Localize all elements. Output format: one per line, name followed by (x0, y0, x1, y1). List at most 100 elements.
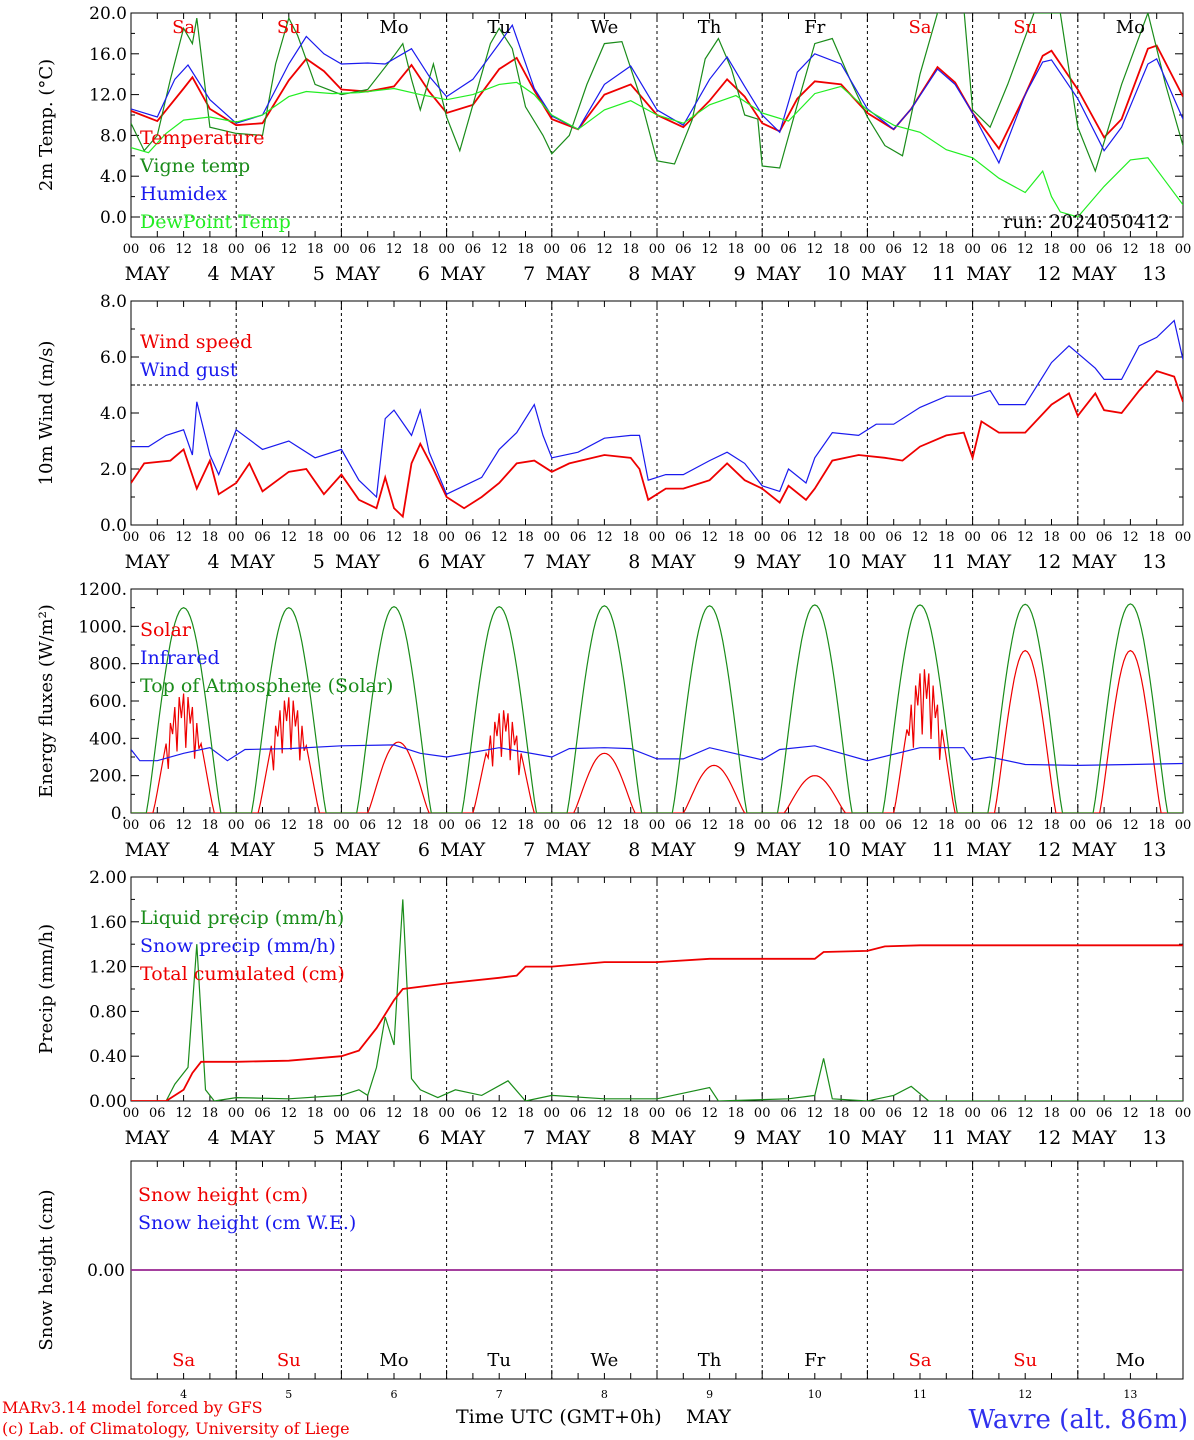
date-label-month: MAY (861, 551, 906, 573)
date-label-day: 10 (827, 1127, 851, 1149)
y-axis-label: 10m Wind (m/s) (36, 341, 57, 486)
hour-tick-label: 06 (570, 530, 587, 545)
date-label-day: 13 (1142, 263, 1166, 285)
hour-tick-label: 06 (254, 530, 271, 545)
hour-tick-label: 18 (728, 530, 745, 545)
date-label-month: MAY (651, 551, 696, 573)
hour-tick-label: 06 (675, 242, 692, 257)
legend-entry: Liquid precip (mm/h) (140, 907, 344, 929)
hour-tick-label: 00 (544, 242, 561, 257)
hour-tick-label: 12 (1122, 818, 1139, 833)
date-label-month: MAY (230, 839, 275, 861)
hour-tick-label: 12 (701, 818, 718, 833)
hour-tick-label: 00 (333, 1106, 350, 1121)
hour-tick-label: 06 (675, 1106, 692, 1121)
hour-tick-label: 00 (123, 1106, 140, 1121)
date-label-month: MAY (966, 551, 1011, 573)
hour-tick-label: 18 (622, 242, 639, 257)
hour-tick-label: 00 (649, 1106, 666, 1121)
date-label-day: 5 (313, 551, 325, 573)
footer: MARv3.14 model forced by GFS (c) Lab. of… (2, 1398, 1188, 1438)
hour-tick-label: 12 (491, 242, 508, 257)
hour-tick-label: 00 (544, 1106, 561, 1121)
hour-tick-label: 12 (701, 242, 718, 257)
model-credit-line: MARv3.14 model forced by GFS (2, 1398, 263, 1417)
series-line-wind-speed (131, 369, 1183, 519)
weekday-label: Sa (908, 1350, 931, 1371)
date-label-month: MAY (545, 839, 590, 861)
day-number-label: 9 (706, 1388, 713, 1401)
hour-tick-label: 00 (859, 530, 876, 545)
date-label-month: MAY (545, 1127, 590, 1149)
hour-tick-label: 06 (991, 1106, 1008, 1121)
day-number-label: 8 (601, 1388, 608, 1401)
weekday-label: Su (277, 17, 301, 38)
hour-tick-label: 12 (491, 1106, 508, 1121)
day-number-label: 4 (180, 1388, 187, 1401)
date-label-month: MAY (966, 839, 1011, 861)
y-tick-label: 1.60 (89, 913, 127, 933)
weekday-label: Sa (908, 17, 931, 38)
hour-tick-label: 06 (465, 1106, 482, 1121)
hour-tick-label: 12 (701, 530, 718, 545)
date-label-day: 13 (1142, 1127, 1166, 1149)
hour-tick-label: 18 (307, 1106, 324, 1121)
y-tick-label: 0.0 (100, 208, 127, 228)
hour-tick-label: 12 (912, 818, 929, 833)
date-label-day: 10 (827, 263, 851, 285)
date-label-month: MAY (861, 839, 906, 861)
hour-tick-label: 12 (807, 1106, 824, 1121)
hour-tick-label: 00 (1070, 530, 1087, 545)
hour-tick-label: 00 (333, 818, 350, 833)
weekday-label: We (591, 17, 619, 38)
date-label-day: 9 (734, 551, 746, 573)
hour-tick-label: 18 (517, 818, 534, 833)
chart-panel-2: 0.0 2.0 4.0 6.0 8.0 10m Wind (m/s) Wind speed W… (36, 292, 1191, 573)
hour-tick-label: 18 (517, 1106, 534, 1121)
y-axis-label: 2m Temp. (°C) (36, 59, 57, 191)
hour-tick-label: 06 (780, 818, 797, 833)
date-label-day: 12 (1037, 263, 1061, 285)
hour-tick-label: 18 (938, 530, 955, 545)
date-label-day: 9 (734, 839, 746, 861)
y-tick-label: 20.0 (89, 4, 127, 24)
hour-tick-label: 00 (859, 242, 876, 257)
date-label-day: 6 (418, 1127, 430, 1149)
hour-tick-label: 18 (622, 1106, 639, 1121)
series-group (131, 899, 1183, 1101)
date-label-month: MAY (125, 839, 170, 861)
date-label-month: MAY (1071, 263, 1116, 285)
legend-entry: DewPoint Temp (140, 211, 291, 233)
date-label-day: 12 (1037, 1127, 1061, 1149)
hour-tick-label: 18 (202, 242, 219, 257)
date-label-month: MAY (861, 1127, 906, 1149)
hour-tick-label: 06 (465, 530, 482, 545)
weekday-label: Sa (172, 1350, 195, 1371)
hour-tick-label: 12 (281, 530, 298, 545)
date-label-day: 11 (932, 1127, 956, 1149)
hour-tick-label: 12 (175, 242, 192, 257)
hour-tick-label: 18 (1043, 1106, 1060, 1121)
hour-tick-label: 18 (622, 530, 639, 545)
date-label-month: MAY (651, 263, 696, 285)
hour-tick-label: 18 (938, 242, 955, 257)
hour-tick-label: 18 (307, 242, 324, 257)
hour-tick-label: 18 (202, 1106, 219, 1121)
weekday-label: Mo (1116, 17, 1145, 38)
hour-tick-label: 18 (728, 818, 745, 833)
hour-tick-label: 18 (833, 242, 850, 257)
hour-tick-label: 00 (228, 818, 245, 833)
date-label-day: 7 (523, 551, 535, 573)
series-group (131, 13, 1183, 218)
hour-tick-label: 12 (386, 242, 403, 257)
hour-tick-label: 18 (307, 530, 324, 545)
date-label-day: 12 (1037, 551, 1061, 573)
date-label-month: MAY (125, 263, 170, 285)
hour-tick-label: 00 (1175, 242, 1192, 257)
legend-entry: Temperature (140, 127, 264, 149)
hour-tick-label: 12 (1122, 530, 1139, 545)
hour-tick-label: 06 (570, 1106, 587, 1121)
hour-tick-label: 12 (386, 818, 403, 833)
hour-tick-label: 06 (149, 530, 166, 545)
